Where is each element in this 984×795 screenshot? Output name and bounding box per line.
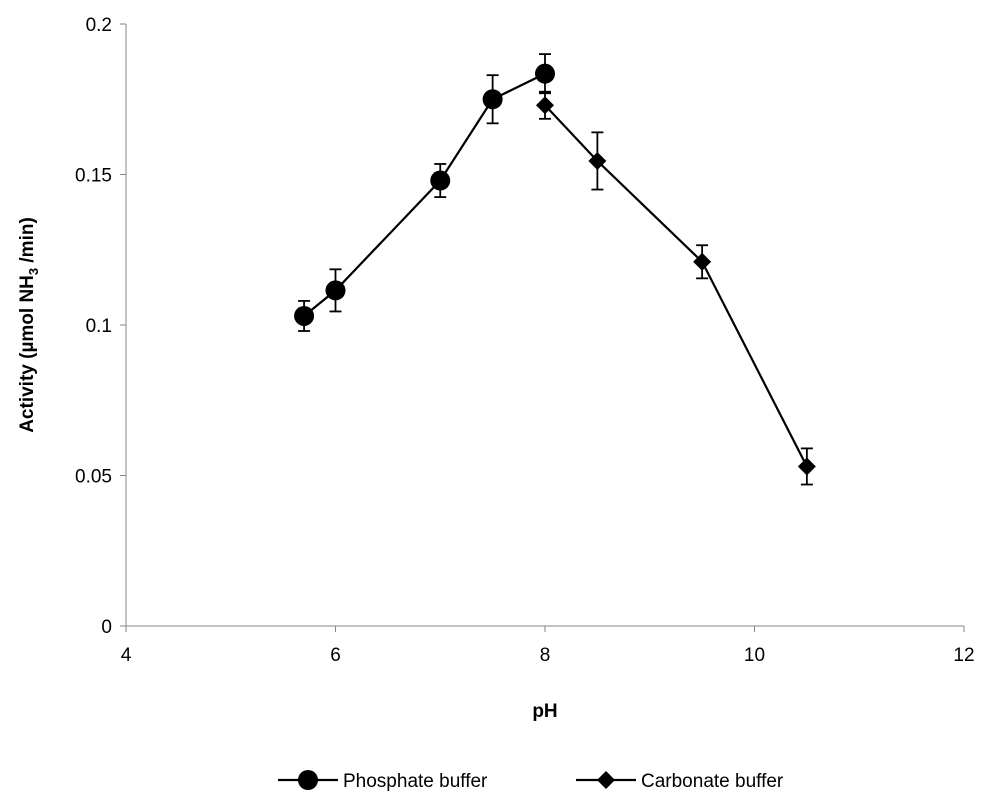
data-point (294, 305, 315, 326)
series-line (544, 104, 808, 467)
y-axis-title-tail: /min) (17, 217, 38, 268)
x-axis-title: pH (532, 701, 557, 722)
legend-label: Phosphate buffer (343, 771, 488, 792)
series-carbonate (536, 90, 816, 486)
legend-item: Phosphate buffer (278, 770, 488, 792)
data-point (797, 457, 816, 476)
legend-label: Carbonate buffer (641, 771, 784, 792)
data-point (535, 63, 555, 84)
y-tick-label: 0.05 (75, 467, 112, 488)
x-tick-label: 6 (330, 645, 341, 666)
data-point (693, 252, 712, 271)
legend-marker (597, 771, 615, 789)
y-tick-label: 0.2 (86, 15, 112, 36)
x-tick-label: 8 (540, 645, 551, 666)
data-point (536, 96, 554, 115)
ticks: 0 0.05 0.1 0.15 0.2 4 6 8 10 12 (75, 15, 975, 666)
legend: Phosphate buffer Carbonate buffer (278, 770, 784, 792)
y-axis-title-main: Activity (µmol NH (17, 275, 38, 433)
data-point (430, 170, 451, 191)
x-tick-label: 10 (744, 645, 765, 666)
x-tick-label: 12 (953, 645, 974, 666)
series-line (303, 72, 546, 317)
y-axis-title-subscript: 3 (26, 268, 41, 275)
data-point (588, 151, 607, 170)
x-tick-label: 4 (121, 645, 132, 666)
y-tick-label: 0.15 (75, 166, 112, 187)
data-point (325, 280, 346, 301)
legend-item: Carbonate buffer (576, 771, 784, 792)
y-tick-label: 0.1 (86, 316, 112, 337)
series-phosphate (294, 53, 555, 332)
y-tick-label: 0 (101, 617, 112, 638)
legend-marker (298, 770, 318, 790)
data-point (482, 89, 503, 110)
series-layer (294, 53, 816, 486)
y-axis-title: Activity (µmol NH3 /min) (17, 217, 41, 433)
